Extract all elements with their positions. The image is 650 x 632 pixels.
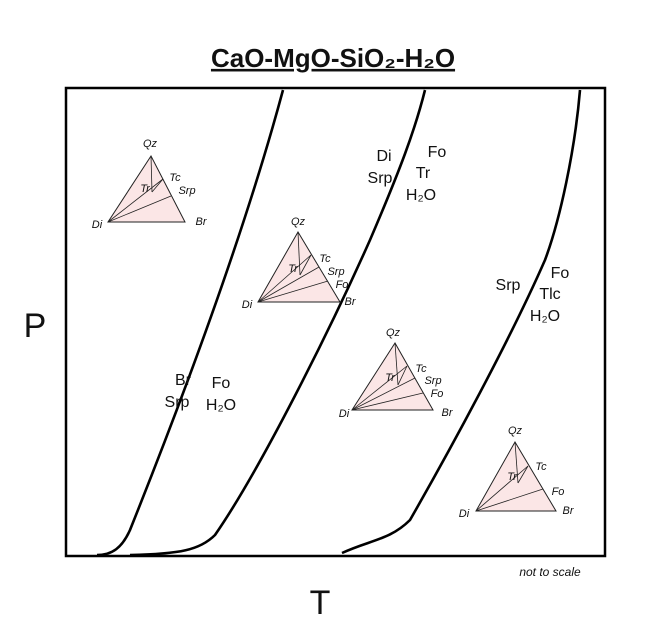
label: Fo <box>431 388 444 400</box>
label: Srp <box>424 375 441 387</box>
label: Di <box>92 219 103 231</box>
reaction-curve <box>96 89 285 557</box>
label: Br <box>196 216 208 228</box>
label: Qz <box>143 138 158 150</box>
label: H₂O <box>206 397 236 414</box>
label: Srp <box>178 185 195 197</box>
label: Srp <box>496 277 521 294</box>
reaction-curve <box>341 89 582 555</box>
label: Di <box>376 148 391 165</box>
label: Br <box>345 296 357 308</box>
frame <box>64 86 607 558</box>
label: Srp <box>368 170 393 187</box>
label: Br <box>442 407 454 419</box>
label: Di <box>339 408 350 420</box>
label: Fo <box>552 486 565 498</box>
label: H₂O <box>406 187 436 204</box>
label: H₂O <box>530 308 560 325</box>
label: Qz <box>386 327 401 339</box>
note: not to scale <box>519 565 581 579</box>
triangle: Qz Tr Tc Srp Fo Di Br <box>242 216 357 311</box>
triangle: Qz Tr Tc Srp Fo Di Br <box>339 327 454 420</box>
label: Tc <box>415 363 427 375</box>
label: Br <box>563 505 575 517</box>
label: Tlc <box>539 286 560 303</box>
label: Qz <box>508 425 523 437</box>
label: Tc <box>319 253 331 265</box>
title: CaO-MgO-SiO₂-H₂O <box>211 43 455 73</box>
label: Fo <box>551 265 570 282</box>
reaction-curve <box>129 89 427 557</box>
label: Tr <box>140 183 151 195</box>
label: Br <box>175 372 192 389</box>
label: Tr <box>507 471 518 483</box>
label: Fo <box>336 279 349 291</box>
label: Srp <box>327 266 344 278</box>
label: Tr <box>385 372 396 384</box>
label: Fo <box>212 375 231 392</box>
label: Fo <box>428 144 447 161</box>
y-label: P <box>24 307 47 345</box>
x-label: T <box>310 584 331 622</box>
label: Tc <box>535 461 547 473</box>
reaction-labels: Br Srp Fo H₂O Di Srp Fo Tr H₂O Srp Fo Tl… <box>165 144 570 414</box>
triangle: Qz Tc Tr Srp Di Br <box>92 138 208 231</box>
label: Tc <box>169 172 181 184</box>
label: Srp <box>165 394 190 411</box>
triangle: Qz Tc Tr Fo Di Br <box>459 425 575 520</box>
label: Di <box>242 299 253 311</box>
label: Qz <box>291 216 306 228</box>
label: Di <box>459 508 470 520</box>
label: Tr <box>416 165 431 182</box>
label: Tr <box>288 263 299 275</box>
